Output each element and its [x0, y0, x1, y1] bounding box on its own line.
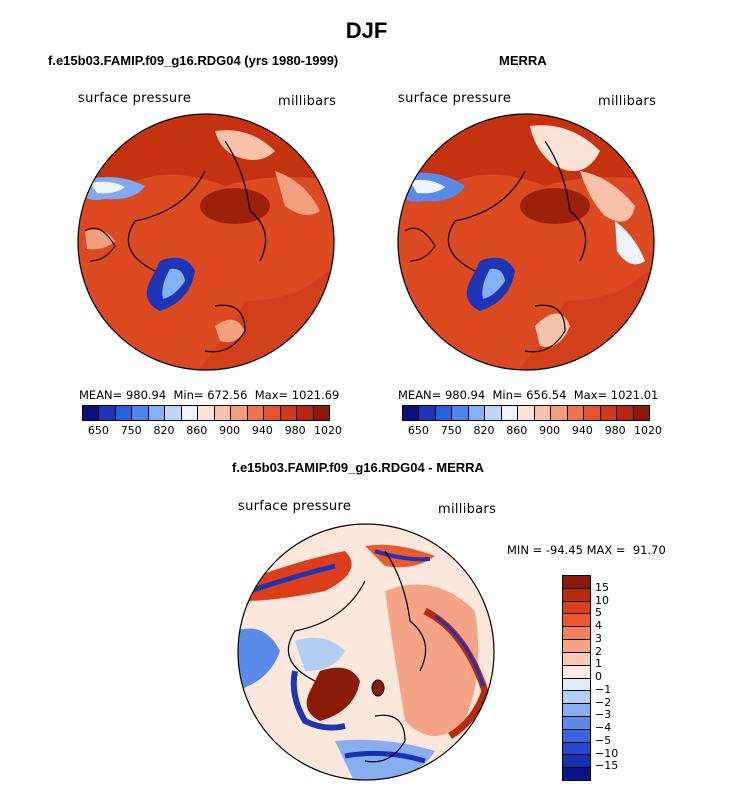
colorbar-swatch-8	[534, 406, 552, 420]
left-colorbar-ticks: 650 750 820 860 900 940 980 1020	[82, 424, 342, 438]
colorbar-swatch-6	[501, 406, 519, 420]
colorbar-swatch-9	[231, 406, 248, 420]
colorbar-tick-label: 860	[506, 424, 528, 437]
diff-colorbar-tick-label: 0	[595, 670, 602, 683]
diff-colorbar-ticks: 15 10 5 4 3 2 1 0 −1 −2 −3 −4 −5 −10 −15	[595, 575, 635, 779]
diff-colorbar-tick-label: −10	[595, 746, 619, 760]
colorbar-swatch-9	[551, 406, 568, 420]
diff-colorbar-swatch-5	[563, 640, 590, 653]
colorbar-swatch-4	[468, 406, 486, 420]
diff-colorbar-swatch-12	[563, 729, 590, 743]
right-colorbar	[402, 405, 650, 421]
diff-panel-title: f.e15b03.FAMIP.f09_g16.RDG04 - MERRA	[232, 460, 484, 475]
left-panel-field-label: surface pressure	[78, 91, 192, 106]
diff-colorbar-swatch-4	[563, 627, 590, 641]
diff-colorbar-tick-label: −3	[595, 708, 612, 722]
right-polar-map	[397, 113, 655, 371]
colorbar-tick-label: 750	[440, 424, 462, 437]
diff-colorbar-tick-label: 3	[595, 631, 602, 645]
colorbar-swatch-0	[403, 406, 420, 420]
colorbar-swatch-1	[99, 406, 116, 420]
colorbar-tick-label: 940	[251, 424, 273, 437]
colorbar-tick-label: 900	[539, 424, 561, 437]
diff-polar-map	[237, 523, 495, 781]
colorbar-tick-label: 900	[219, 424, 241, 437]
left-panel-title: f.e15b03.FAMIP.f09_g16.RDG04 (yrs 1980-1…	[48, 53, 339, 68]
colorbar-swatch-6	[181, 406, 199, 420]
diff-colorbar-tick-label: −2	[595, 695, 612, 709]
right-colorbar-ticks: 650 750 820 860 900 940 980 1020	[402, 424, 662, 438]
diff-colorbar-tick-label: −1	[595, 682, 612, 696]
right-panel-field-label: surface pressure	[398, 91, 512, 106]
right-panel-title: MERRA	[499, 53, 547, 68]
colorbar-tick-label: 750	[120, 424, 142, 437]
diff-colorbar-swatch-1	[563, 588, 590, 602]
colorbar-swatch-7	[518, 406, 535, 420]
right-panel-stats: MEAN= 980.94 Min= 656.54 Max= 1021.01	[398, 388, 659, 402]
colorbar-swatch-13	[297, 406, 314, 420]
colorbar-swatch-10	[247, 406, 265, 420]
left-panel-units-label: millibars	[278, 94, 337, 109]
colorbar-swatch-10	[567, 406, 585, 420]
colorbar-tick-label: 650	[87, 424, 109, 437]
diff-colorbar-tick-label: 4	[595, 619, 602, 632]
colorbar-swatch-14	[313, 406, 330, 420]
colorbar-tick-label: 940	[571, 424, 593, 437]
diff-colorbar-tick-label: −4	[595, 721, 612, 734]
diff-colorbar-tick-label: 10	[595, 593, 609, 607]
diff-colorbar-swatch-2	[563, 601, 590, 615]
left-colorbar	[82, 405, 330, 421]
diff-colorbar-swatch-7	[563, 665, 590, 679]
diff-colorbar-tick-label: 1	[595, 657, 602, 671]
colorbar-tick-label: 1020	[634, 424, 662, 437]
diff-colorbar-swatch-14	[563, 755, 590, 769]
right-panel-units-label: millibars	[598, 94, 657, 109]
colorbar-swatch-8	[214, 406, 232, 420]
colorbar-tick-label: 980	[604, 424, 626, 437]
colorbar-tick-label: 650	[407, 424, 429, 437]
colorbar-swatch-2	[115, 406, 133, 420]
diff-colorbar-swatch-11	[563, 716, 590, 730]
colorbar-tick-label: 980	[284, 424, 306, 437]
colorbar-swatch-3	[452, 406, 469, 420]
colorbar-swatch-3	[132, 406, 149, 420]
colorbar-tick-label: 820	[153, 424, 175, 437]
colorbar-tick-label: 820	[473, 424, 495, 437]
diff-colorbar-swatch-6	[563, 652, 590, 666]
colorbar-swatch-5	[165, 406, 182, 420]
colorbar-swatch-14	[633, 406, 650, 420]
colorbar-swatch-2	[435, 406, 453, 420]
diff-colorbar-tick-label: 2	[595, 644, 602, 658]
diff-colorbar-tick-label: −15	[595, 759, 619, 773]
left-polar-map	[77, 113, 335, 371]
colorbar-swatch-1	[419, 406, 436, 420]
diff-colorbar-swatch-8	[563, 678, 590, 692]
diff-colorbar-swatch-13	[563, 742, 590, 756]
diff-panel-stats: MIN = -94.45 MAX = 91.70	[507, 543, 666, 557]
colorbar-swatch-7	[198, 406, 215, 420]
colorbar-swatch-11	[264, 406, 281, 420]
diff-colorbar-tick-label: −5	[595, 733, 612, 747]
diff-colorbar-swatch-9	[563, 691, 590, 705]
colorbar-swatch-12	[280, 406, 298, 420]
colorbar-swatch-12	[600, 406, 618, 420]
colorbar-swatch-4	[148, 406, 166, 420]
diff-panel-field-label: surface pressure	[238, 499, 352, 514]
diff-colorbar	[562, 575, 591, 781]
figure-title: DJF	[345, 18, 388, 43]
diff-colorbar-swatch-3	[563, 614, 590, 628]
colorbar-swatch-5	[485, 406, 502, 420]
diff-colorbar-tick-label: 15	[595, 580, 609, 594]
diff-panel-units-label: millibars	[438, 502, 497, 517]
colorbar-tick-label: 1020	[314, 424, 342, 437]
diff-colorbar-tick-label: 5	[595, 606, 602, 620]
colorbar-swatch-0	[83, 406, 100, 420]
diff-colorbar-swatch-15	[563, 768, 590, 780]
colorbar-swatch-11	[584, 406, 601, 420]
left-panel-stats: MEAN= 980.94 Min= 672.56 Max= 1021.69	[79, 388, 340, 402]
colorbar-swatch-13	[617, 406, 634, 420]
diff-colorbar-swatch-10	[563, 704, 590, 717]
colorbar-tick-label: 860	[186, 424, 208, 437]
diff-colorbar-swatch-0	[563, 576, 590, 589]
